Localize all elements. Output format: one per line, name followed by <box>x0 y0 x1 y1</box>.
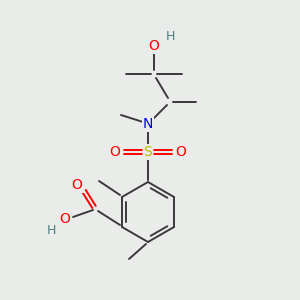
Text: O: O <box>148 39 159 53</box>
Text: H: H <box>165 29 175 43</box>
Text: N: N <box>143 117 153 131</box>
Text: O: O <box>60 212 70 226</box>
Text: O: O <box>72 178 83 192</box>
Text: O: O <box>176 145 186 159</box>
Text: O: O <box>110 145 120 159</box>
Text: H: H <box>46 224 56 238</box>
Text: S: S <box>144 145 152 159</box>
